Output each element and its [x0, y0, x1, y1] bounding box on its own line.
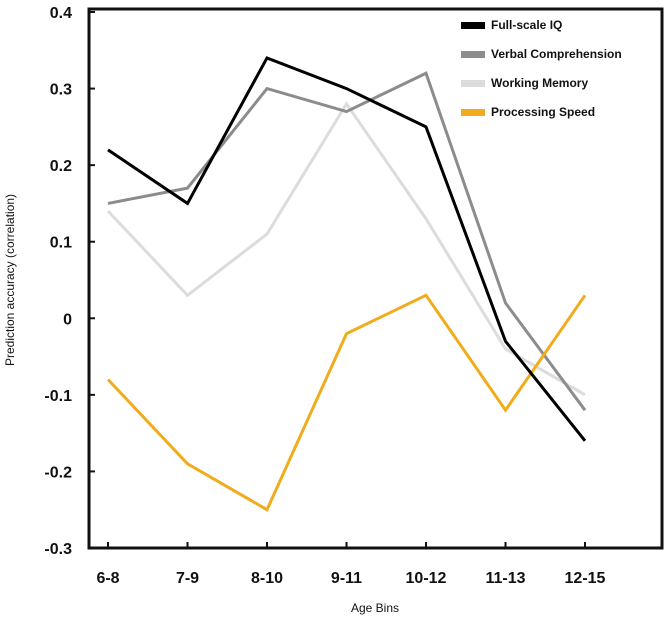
legend-label: Full-scale IQ [491, 18, 562, 32]
y-tick-label: -0.3 [44, 541, 72, 558]
legend-label: Working Memory [491, 76, 588, 90]
y-tick-label: -0.1 [44, 388, 72, 405]
legend-swatch [461, 109, 485, 116]
x-axis-label: Age Bins [351, 601, 399, 615]
plot-frame [87, 7, 664, 550]
x-tick-label: 11-13 [485, 570, 525, 587]
x-axis: 6-8 7-9 8-10 9-11 10-12 11-13 12-15 [96, 542, 606, 587]
legend-label: Verbal Comprehension [491, 47, 622, 61]
legend-label: Processing Speed [491, 105, 595, 119]
series-line-full-scale-iq [107, 56, 587, 442]
series-line-processing-speed [106, 293, 587, 512]
y-axis: 0.4 0.3 0.2 0.1 0 -0.1 -0.2 -0.3 [44, 5, 95, 558]
legend-swatch [461, 22, 485, 29]
legend-swatch [461, 51, 485, 58]
x-tick-label: 6-8 [96, 570, 119, 587]
x-tick-label: 12-15 [565, 570, 606, 587]
legend-swatch [461, 80, 485, 87]
y-axis-label: Prediction accuracy (correlation) [3, 194, 17, 366]
x-tick-label: 9-11 [331, 570, 362, 587]
y-tick-label: 0.2 [50, 158, 72, 175]
series-line-working-memory [106, 101, 586, 397]
series-line-verbal-comprehension [107, 71, 587, 412]
y-tick-label: 0.3 [50, 82, 72, 99]
y-tick-label: 0.4 [50, 5, 72, 22]
y-tick-label: 0.1 [50, 235, 72, 252]
x-tick-label: 10-12 [406, 570, 447, 587]
legend: Full-scale IQ Verbal Comprehension Working… [461, 18, 622, 119]
x-tick-label: 7-9 [176, 570, 199, 587]
y-tick-label: -0.2 [44, 464, 72, 481]
series-layer [106, 56, 587, 512]
x-tick-label: 8-10 [251, 570, 283, 587]
y-tick-label: 0 [63, 311, 72, 328]
